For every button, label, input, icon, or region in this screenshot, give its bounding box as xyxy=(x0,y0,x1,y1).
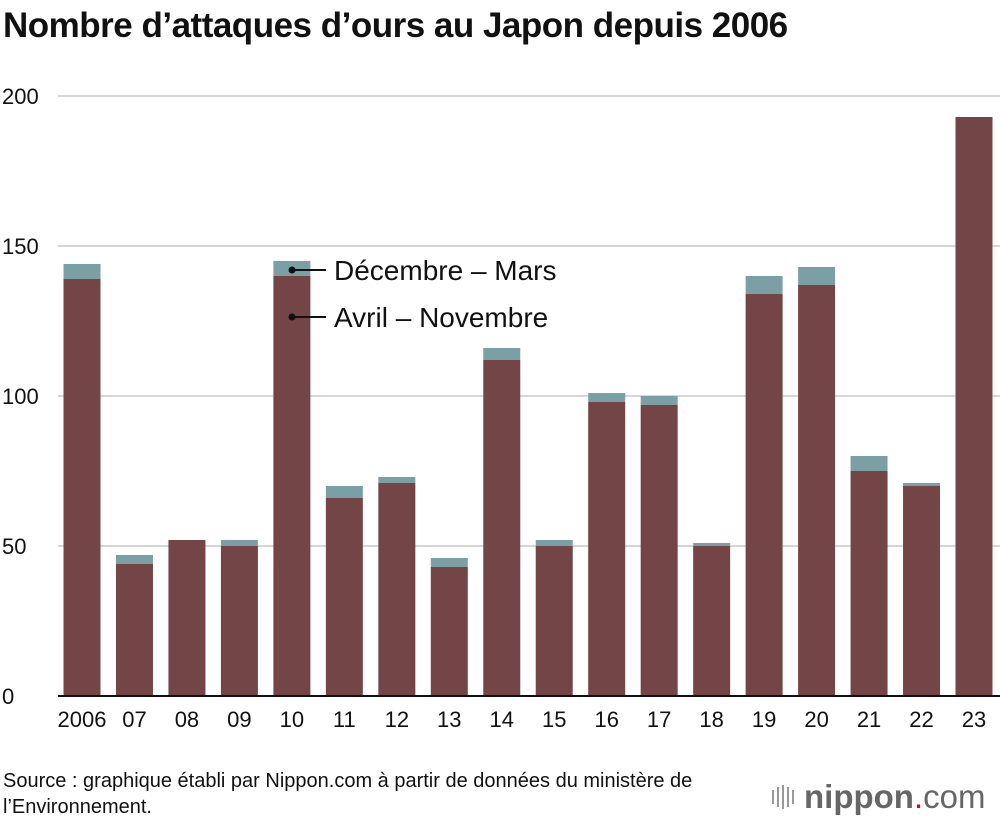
x-tick-label: 14 xyxy=(490,707,514,732)
bar-avril-novembre xyxy=(798,285,836,696)
bar-avril-novembre xyxy=(115,564,153,696)
bar-decembre-mars xyxy=(325,486,363,498)
bar-decembre-mars xyxy=(903,483,941,486)
bar-decembre-mars xyxy=(535,540,573,546)
bar-avril-novembre xyxy=(168,540,206,696)
bar-decembre-mars xyxy=(798,267,836,285)
y-tick-label: 100 xyxy=(2,384,39,409)
bar-decembre-mars xyxy=(745,276,783,294)
bar-avril-novembre xyxy=(535,546,573,696)
x-tick-label: 17 xyxy=(647,707,671,732)
x-tick-label: 21 xyxy=(857,707,881,732)
logo-bars-icon xyxy=(772,785,794,809)
bar-decembre-mars xyxy=(693,543,731,546)
logo-suffix: com xyxy=(923,778,986,815)
bar-decembre-mars xyxy=(115,555,153,564)
x-tick-label: 12 xyxy=(385,707,409,732)
bar-avril-novembre xyxy=(588,402,626,696)
x-tick-label: 10 xyxy=(280,707,304,732)
bar-decembre-mars xyxy=(640,396,678,405)
bar-decembre-mars xyxy=(378,477,416,483)
bar-avril-novembre xyxy=(693,546,731,696)
bar-avril-novembre xyxy=(378,483,416,696)
x-tick-label: 16 xyxy=(594,707,618,732)
bar-avril-novembre xyxy=(640,405,678,696)
nippon-logo: nippon. com xyxy=(772,778,985,816)
bar-avril-novembre xyxy=(955,117,993,696)
legend-label: Avril – Novembre xyxy=(334,302,548,333)
x-tick-label: 22 xyxy=(909,707,933,732)
bar-decembre-mars xyxy=(220,540,258,546)
x-tick-label: 18 xyxy=(699,707,723,732)
legend-label: Décembre – Mars xyxy=(334,255,557,286)
x-tick-label: 23 xyxy=(962,707,986,732)
bar-decembre-mars xyxy=(588,393,626,402)
bar-avril-novembre xyxy=(430,567,468,696)
y-tick-label: 150 xyxy=(2,234,39,259)
bar-avril-novembre xyxy=(483,360,521,696)
bar-decembre-mars xyxy=(850,456,888,471)
bar-decembre-mars xyxy=(430,558,468,567)
bar-decembre-mars xyxy=(483,348,521,360)
bar-avril-novembre xyxy=(745,294,783,696)
y-tick-label: 200 xyxy=(2,84,39,109)
logo-name: nippon xyxy=(804,778,914,815)
bar-avril-novembre xyxy=(273,276,311,696)
x-tick-label: 20 xyxy=(804,707,828,732)
x-tick-label: 09 xyxy=(227,707,251,732)
y-tick-label: 50 xyxy=(2,534,26,559)
x-tick-label: 15 xyxy=(542,707,566,732)
x-tick-label: 11 xyxy=(333,707,356,732)
logo-dot: . xyxy=(913,778,924,815)
x-tick-label: 2006 xyxy=(58,707,107,732)
x-tick-label: 19 xyxy=(752,707,776,732)
bar-avril-novembre xyxy=(220,546,258,696)
bar-avril-novembre xyxy=(850,471,888,696)
bar-chart: 0 50 100 150 200 2006 07 08 09 10 11 12 13 14 15 16 17 18… xyxy=(2,84,1000,732)
x-tick-label: 08 xyxy=(175,707,199,732)
x-tick-label: 13 xyxy=(437,707,461,732)
source-note: Source : graphique établi par Nippon.com… xyxy=(3,770,693,818)
bar-avril-novembre xyxy=(63,279,101,696)
chart-title: Nombre d’attaques d’ours au Japon depuis… xyxy=(3,6,788,45)
bar-avril-novembre xyxy=(903,486,941,696)
bar-decembre-mars xyxy=(63,264,101,279)
x-tick-label: 07 xyxy=(122,707,146,732)
y-tick-label: 0 xyxy=(2,684,14,709)
bar-avril-novembre xyxy=(325,498,363,696)
